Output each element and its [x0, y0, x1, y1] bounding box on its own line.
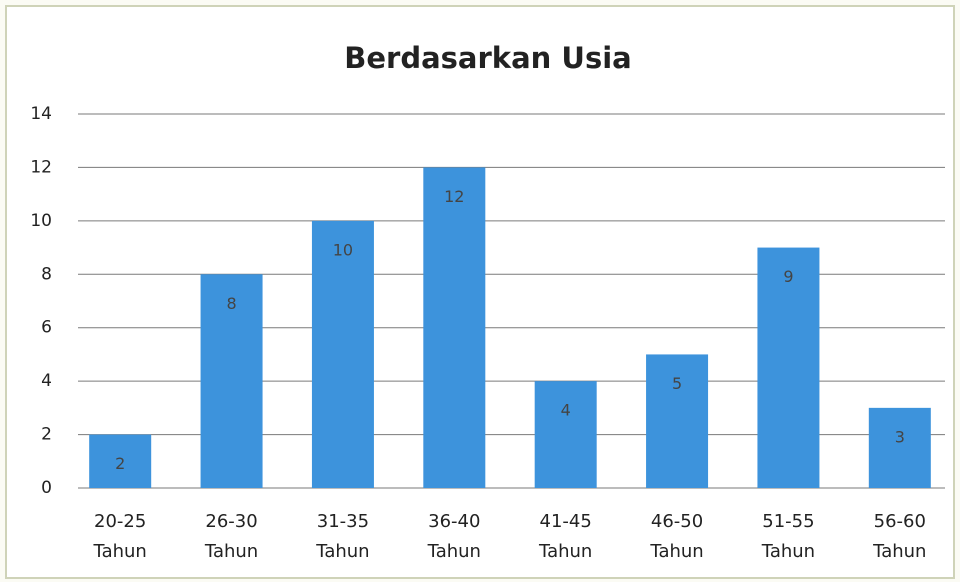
- y-tick-label: 6: [41, 318, 52, 338]
- x-tick-label: 56-60 Tahun: [872, 511, 926, 562]
- y-tick-label: 0: [41, 478, 52, 498]
- chart-title: Berdasarkan Usia: [344, 41, 631, 75]
- bar: [646, 354, 709, 488]
- x-tick-label: 51-55 Tahun: [761, 511, 815, 562]
- y-tick-label: 8: [41, 264, 52, 284]
- bar: [534, 381, 597, 488]
- x-tick-label: 36-40 Tahun: [427, 511, 481, 562]
- x-tick-label: 26-30 Tahun: [204, 511, 258, 562]
- bar: [423, 167, 486, 488]
- data-label: 2: [115, 454, 125, 473]
- data-label: 9: [783, 267, 793, 286]
- data-label: 10: [333, 240, 353, 259]
- y-tick-label: 12: [30, 157, 52, 177]
- bar: [757, 247, 820, 488]
- bar: [200, 274, 263, 488]
- data-label: 12: [444, 187, 464, 206]
- bar: [89, 434, 152, 488]
- bar: [868, 407, 931, 488]
- bar: [311, 220, 374, 488]
- y-tick-label: 10: [30, 211, 52, 231]
- y-tick-label: 4: [41, 371, 52, 391]
- data-label: 3: [895, 427, 905, 446]
- x-tick-label: 46-50 Tahun: [649, 511, 703, 562]
- data-label: 5: [672, 374, 682, 393]
- y-tick-label: 14: [30, 104, 52, 124]
- data-label: 8: [226, 294, 236, 313]
- x-tick-label: 31-35 Tahun: [315, 511, 369, 562]
- x-tick-label: 20-25 Tahun: [93, 511, 147, 562]
- x-tick-label: 41-45 Tahun: [538, 511, 592, 562]
- y-tick-label: 2: [41, 425, 52, 445]
- data-label: 4: [561, 401, 571, 420]
